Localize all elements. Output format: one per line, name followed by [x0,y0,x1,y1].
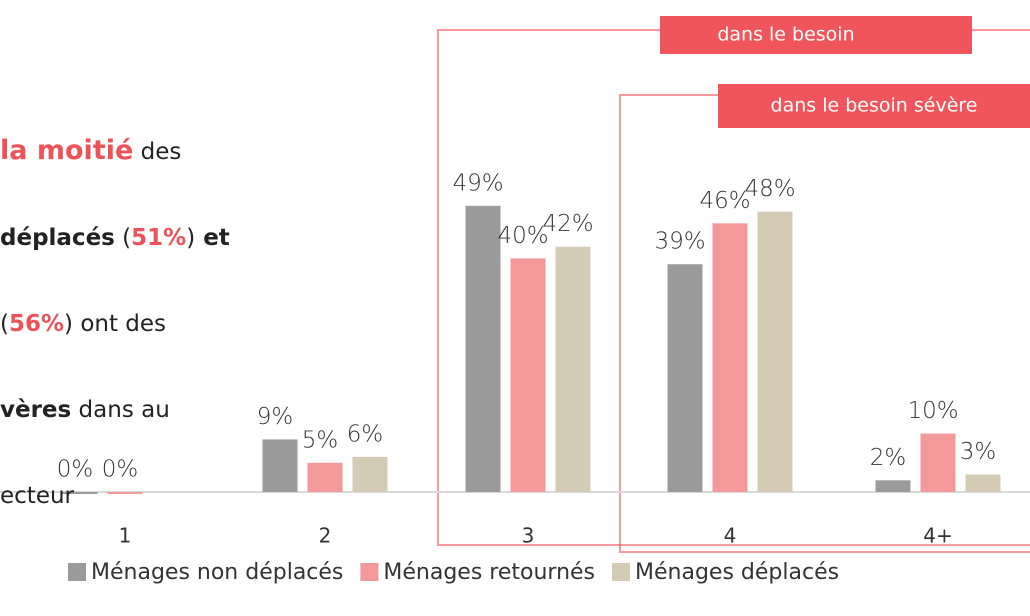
annotation-text: déplacés [0,225,115,251]
bar [307,462,343,492]
bar [262,439,298,492]
value-label: 40% [497,223,548,249]
annotation-text: et [195,225,230,251]
x-tick-label: 4 [724,524,737,548]
annotation-line: la moitié des [0,129,230,174]
bar [352,456,388,492]
annotation-line: ecteur [0,475,230,518]
bar [712,223,748,493]
annotation-line: déplacés (51%) et [0,217,230,260]
annotation: la moitié des déplacés (51%) et (56%) on… [0,86,230,561]
legend-label: Ménages déplacés [635,560,839,585]
annotation-text: la moitié [0,135,134,166]
annotation-line: vères dans au [0,389,230,432]
annotation-text: ( [114,225,132,251]
annotation-text: ecteur [0,483,74,509]
x-tick-label: 4+ [923,524,952,548]
bar [62,492,98,494]
annotation-text: 56% [8,311,65,337]
annotation-text: 51% [131,225,187,251]
bar [465,205,501,492]
annotation-text: ) ont des [64,311,167,337]
box-label: dans le besoin [717,24,854,46]
box-label-bg [718,84,1030,128]
x-tick-label: 1 [119,524,132,548]
value-label: 2% [870,445,907,471]
value-label: 9% [257,404,294,430]
bar [555,246,591,492]
value-label: 0% [102,457,139,483]
annotation-text: des [133,139,182,165]
bar [510,258,546,492]
box-label: dans le besoin sévère [771,95,978,117]
value-label: 42% [542,211,593,237]
value-label: 0% [57,457,94,483]
value-label: 49% [452,170,503,196]
annotation-text: dans au [71,397,170,423]
value-label: 10% [907,398,958,424]
value-label: 6% [347,421,384,447]
bar [757,211,793,492]
legend-swatch [68,563,86,581]
legend-swatch [360,563,379,581]
annotation-text: ) [186,225,196,251]
legend-label: Ménages retournés [383,560,595,585]
x-tick-label: 2 [319,524,332,548]
box-label-bg [660,16,972,54]
value-label: 5% [302,427,339,453]
value-label: 48% [744,176,795,202]
legend-label: Ménages non déplacés [91,560,343,585]
bar [667,264,703,492]
value-label: 3% [960,439,997,465]
value-label: 46% [699,188,750,214]
value-label: 39% [654,229,705,255]
bar [920,433,956,492]
x-tick-label: 3 [522,524,535,548]
annotation-text: ( [0,311,9,337]
annotation-line: (56%) ont des [0,303,230,346]
annotation-text: vères [0,397,72,423]
bar [875,480,911,492]
bar [107,492,143,494]
bar [965,474,1001,492]
legend-swatch [612,563,631,581]
